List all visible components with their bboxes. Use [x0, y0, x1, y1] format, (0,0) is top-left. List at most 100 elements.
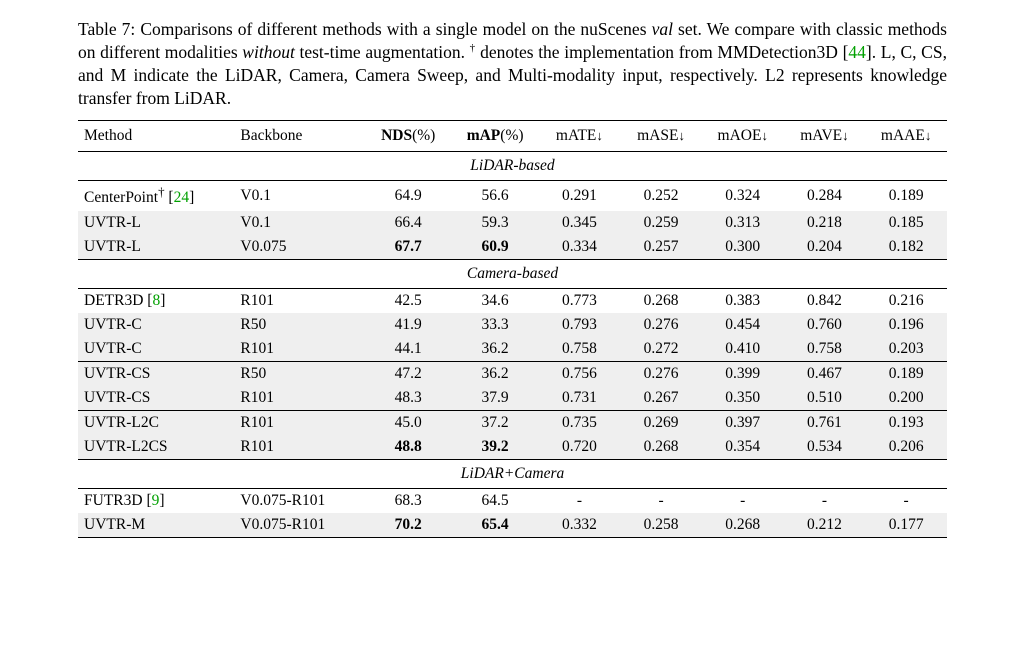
- cell-mave: 0.284: [784, 181, 866, 211]
- cell-mase: 0.276: [620, 313, 702, 337]
- cell-mate: 0.720: [539, 435, 621, 460]
- cell-mate: -: [539, 488, 621, 513]
- cell-map: 37.2: [452, 410, 539, 435]
- cell-backbone: R101: [234, 288, 364, 313]
- cell-mate: 0.756: [539, 361, 621, 386]
- th-maoe: mAOE↓: [702, 121, 784, 152]
- table-row: UVTR-C R50 41.9 33.3 0.793 0.276 0.454 0…: [78, 313, 947, 337]
- cell-backbone: V0.075: [234, 235, 364, 260]
- cell-method: UVTR-M: [78, 513, 234, 538]
- section-label: LiDAR-based: [78, 152, 947, 181]
- th-maoe-label: mAOE: [718, 127, 762, 144]
- cell-maae: 0.193: [865, 410, 947, 435]
- cell-method: UVTR-CS: [78, 361, 234, 386]
- cell-method: CenterPoint† [24]: [78, 181, 234, 211]
- table-row: FUTR3D [9] V0.075-R101 68.3 64.5 - - - -…: [78, 488, 947, 513]
- cell-method: UVTR-CS: [78, 386, 234, 411]
- cell-backbone: R101: [234, 386, 364, 411]
- down-arrow-icon: ↓: [842, 128, 849, 143]
- cell-mave: 0.758: [784, 337, 866, 362]
- cell-mave: 0.842: [784, 288, 866, 313]
- cell-nds: 42.5: [365, 288, 452, 313]
- cell-backbone: V0.1: [234, 211, 364, 235]
- th-maae: mAAE↓: [865, 121, 947, 152]
- citation-ref: 24: [174, 190, 190, 207]
- cell-nds: 48.8: [365, 435, 452, 460]
- cell-maae: 0.206: [865, 435, 947, 460]
- cell-backbone: R50: [234, 361, 364, 386]
- caption-italic-val: val: [652, 19, 673, 39]
- cell-maoe: 0.268: [702, 513, 784, 538]
- cell-mase: 0.267: [620, 386, 702, 411]
- down-arrow-icon: ↓: [761, 128, 768, 143]
- section-lidar: LiDAR-based: [78, 152, 947, 181]
- cell-nds: 70.2: [365, 513, 452, 538]
- cell-method: UVTR-L2C: [78, 410, 234, 435]
- cell-method: DETR3D [8]: [78, 288, 234, 313]
- cell-maoe: 0.410: [702, 337, 784, 362]
- cell-mase: 0.252: [620, 181, 702, 211]
- cell-maoe: 0.313: [702, 211, 784, 235]
- cell-mase: 0.257: [620, 235, 702, 260]
- cell-backbone: R50: [234, 313, 364, 337]
- th-mase-label: mASE: [637, 127, 678, 144]
- caption-text: denotes the implementation from MMDetect…: [475, 42, 848, 62]
- citation-ref: 44: [848, 42, 866, 62]
- cell-map: 37.9: [452, 386, 539, 411]
- th-map-suffix: (%): [500, 127, 523, 144]
- cell-backbone: V0.075-R101: [234, 488, 364, 513]
- cell-method: UVTR-L: [78, 211, 234, 235]
- cell-nds: 47.2: [365, 361, 452, 386]
- table-figure: Table 7: Comparisons of different method…: [0, 0, 1025, 562]
- table-row: CenterPoint† [24] V0.1 64.9 56.6 0.291 0…: [78, 181, 947, 211]
- cell-nds: 66.4: [365, 211, 452, 235]
- down-arrow-icon: ↓: [678, 128, 685, 143]
- cell-mase: 0.259: [620, 211, 702, 235]
- cell-map: 56.6: [452, 181, 539, 211]
- method-name: CenterPoint: [84, 190, 158, 207]
- cell-maoe: 0.383: [702, 288, 784, 313]
- th-nds: NDS(%): [365, 121, 452, 152]
- cell-mase: 0.276: [620, 361, 702, 386]
- cell-mate: 0.735: [539, 410, 621, 435]
- cell-mave: -: [784, 488, 866, 513]
- cell-map: 36.2: [452, 337, 539, 362]
- table-header-row: Method Backbone NDS(%) mAP(%) mATE↓ mASE…: [78, 121, 947, 152]
- citation-ref: 9: [152, 492, 160, 509]
- th-nds-suffix: (%): [412, 127, 435, 144]
- section-both: LiDAR+Camera: [78, 459, 947, 488]
- cell-mate: 0.291: [539, 181, 621, 211]
- cell-mase: 0.258: [620, 513, 702, 538]
- cell-mase: 0.268: [620, 288, 702, 313]
- cell-mave: 0.761: [784, 410, 866, 435]
- cell-mate: 0.793: [539, 313, 621, 337]
- cell-maoe: 0.397: [702, 410, 784, 435]
- cell-mase: 0.269: [620, 410, 702, 435]
- cell-maae: 0.185: [865, 211, 947, 235]
- method-name: DETR3D: [84, 292, 143, 309]
- cell-maae: 0.216: [865, 288, 947, 313]
- down-arrow-icon: ↓: [596, 128, 603, 143]
- table-row: UVTR-L V0.075 67.7 60.9 0.334 0.257 0.30…: [78, 235, 947, 260]
- cell-method: FUTR3D [9]: [78, 488, 234, 513]
- cell-mate: 0.731: [539, 386, 621, 411]
- cell-mate: 0.345: [539, 211, 621, 235]
- table-row: UVTR-L V0.1 66.4 59.3 0.345 0.259 0.313 …: [78, 211, 947, 235]
- table-caption: Table 7: Comparisons of different method…: [78, 18, 947, 110]
- section-camera: Camera-based: [78, 259, 947, 288]
- cell-mave: 0.467: [784, 361, 866, 386]
- table-row: DETR3D [8] R101 42.5 34.6 0.773 0.268 0.…: [78, 288, 947, 313]
- cell-maoe: 0.300: [702, 235, 784, 260]
- cell-maae: 0.200: [865, 386, 947, 411]
- cell-maae: 0.182: [865, 235, 947, 260]
- table-row: UVTR-CS R101 48.3 37.9 0.731 0.267 0.350…: [78, 386, 947, 411]
- cell-backbone: R101: [234, 337, 364, 362]
- cell-method: UVTR-C: [78, 313, 234, 337]
- cell-mase: 0.268: [620, 435, 702, 460]
- cell-mate: 0.758: [539, 337, 621, 362]
- cell-mate: 0.334: [539, 235, 621, 260]
- caption-text: test-time augmentation.: [295, 42, 470, 62]
- cell-map: 36.2: [452, 361, 539, 386]
- table-row: UVTR-C R101 44.1 36.2 0.758 0.272 0.410 …: [78, 337, 947, 362]
- th-mave-label: mAVE: [800, 127, 842, 144]
